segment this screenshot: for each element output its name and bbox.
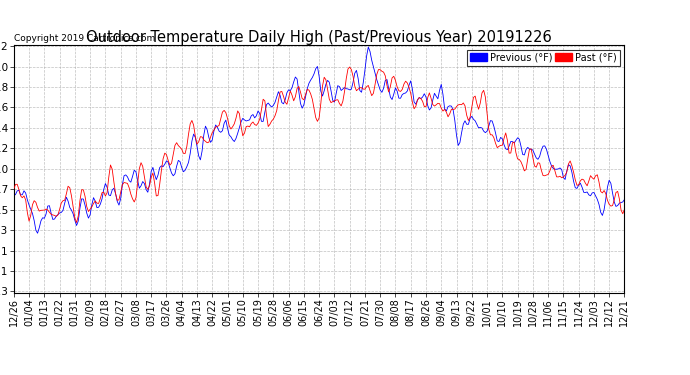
- Previous (°F): [549, 166, 558, 171]
- Previous (°F): [27, 207, 35, 212]
- Past (°F): [125, 186, 133, 190]
- Past (°F): [549, 163, 558, 168]
- Previous (°F): [125, 178, 133, 183]
- Line: Previous (°F): Previous (°F): [14, 47, 624, 233]
- Previous (°F): [395, 96, 403, 100]
- Past (°F): [27, 213, 35, 217]
- Past (°F): [620, 207, 629, 212]
- Previous (°F): [620, 197, 629, 202]
- Legend: Previous (°F), Past (°F): Previous (°F), Past (°F): [466, 50, 620, 66]
- Past (°F): [346, 65, 354, 69]
- Past (°F): [10, 187, 18, 191]
- Past (°F): [381, 74, 389, 78]
- Past (°F): [361, 87, 369, 92]
- Previous (°F): [10, 194, 18, 198]
- Previous (°F): [33, 231, 41, 236]
- Past (°F): [72, 220, 81, 225]
- Title: Outdoor Temperature Daily High (Past/Previous Year) 20191226: Outdoor Temperature Daily High (Past/Pre…: [86, 30, 552, 45]
- Text: Copyright 2019 Cartronics.com: Copyright 2019 Cartronics.com: [14, 33, 155, 42]
- Line: Past (°F): Past (°F): [14, 67, 624, 222]
- Previous (°F): [364, 45, 373, 50]
- Past (°F): [395, 88, 403, 93]
- Previous (°F): [359, 81, 367, 85]
- Previous (°F): [381, 78, 389, 83]
